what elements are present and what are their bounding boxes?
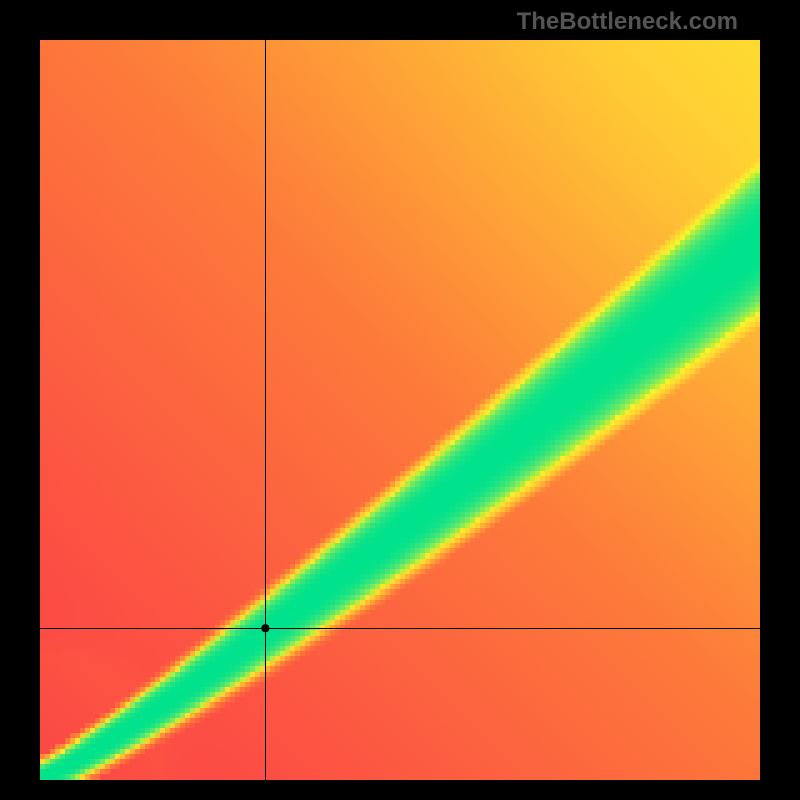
- watermark-text: TheBottleneck.com: [517, 8, 738, 36]
- chart-container: TheBottleneck.com: [0, 0, 800, 800]
- bottleneck-heatmap: [40, 40, 760, 780]
